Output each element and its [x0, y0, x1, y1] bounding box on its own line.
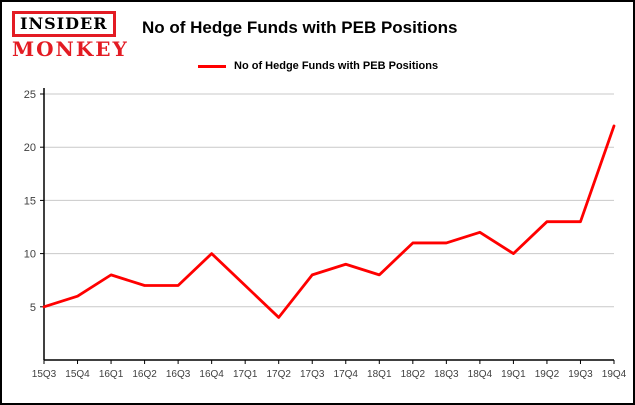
x-tick-label: 16Q4 — [199, 369, 224, 380]
x-tick-label: 17Q4 — [334, 369, 359, 380]
x-tick-label: 17Q3 — [300, 369, 325, 380]
x-tick-label: 17Q2 — [266, 369, 291, 380]
x-tick-label: 19Q2 — [535, 369, 560, 380]
chart-title: No of Hedge Funds with PEB Positions — [142, 18, 458, 37]
y-tick-label: 15 — [24, 195, 36, 207]
legend: No of Hedge Funds with PEB Positions — [198, 60, 438, 72]
y-tick-label: 20 — [24, 142, 36, 154]
x-tick-label: 15Q4 — [65, 369, 90, 380]
x-tick-label: 18Q4 — [468, 369, 493, 380]
line-chart: 5 10 15 20 25 15Q3 15Q4 16Q1 16Q2 16Q3 16Q4 17Q1 17Q… — [24, 88, 627, 380]
legend-line-swatch — [198, 64, 226, 68]
x-tick-label: 19Q3 — [568, 369, 593, 380]
x-tick-label: 19Q4 — [602, 369, 627, 380]
x-tick-label: 18Q2 — [401, 369, 426, 380]
logo-monkey-text: MONKEY — [12, 37, 129, 61]
x-tick-label: 19Q1 — [501, 369, 526, 380]
y-tick-label: 25 — [24, 89, 36, 101]
series-line — [42, 124, 616, 319]
x-tick-label: 16Q1 — [99, 369, 124, 380]
x-tick-label: 16Q3 — [166, 369, 191, 380]
insider-monkey-logo: INSIDER MONKEY — [12, 11, 129, 59]
legend-label: No of Hedge Funds with PEB Positions — [234, 60, 439, 72]
y-tick-label: 10 — [24, 249, 36, 261]
logo-insider-text: INSIDER — [12, 11, 116, 37]
x-tick-label: 15Q3 — [32, 369, 57, 380]
x-tick-label: 17Q1 — [233, 369, 258, 380]
y-tick-label: 5 — [30, 302, 36, 314]
x-tick-label: 18Q1 — [367, 369, 392, 380]
x-tick-label: 16Q2 — [132, 369, 157, 380]
x-tick-label: 18Q3 — [434, 369, 459, 380]
